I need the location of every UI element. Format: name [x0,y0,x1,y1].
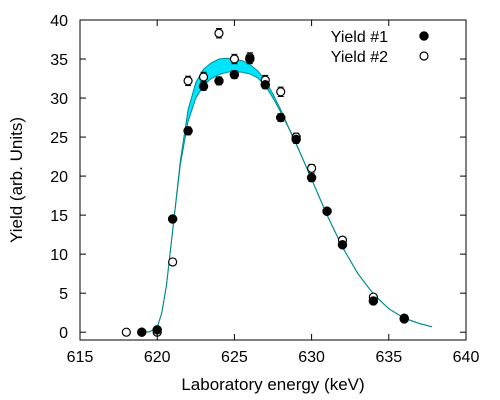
y-tick-label: 40 [50,13,68,30]
fit-band-upper-edge [141,57,433,333]
point-yield-1 [183,126,193,136]
point-yield-1 [229,69,240,80]
point-yield-1 [306,172,317,183]
axis-ticks: 615 620 625 630 635 640 0 5 10 15 20 25 30 35 40 [50,13,479,366]
point-yield-2 [307,163,317,173]
point-yield-2 [183,76,193,86]
y-tick-label: 20 [50,169,68,186]
y-tick-label: 10 [50,247,68,264]
y-tick-label: 0 [59,325,68,342]
legend-marker-yield-1 [419,31,429,41]
point-yield-1 [368,296,379,306]
y-tick-label: 5 [59,286,68,303]
x-tick-label: 635 [375,349,402,366]
fit-band-area [141,58,433,333]
point-yield-2 [229,54,239,64]
y-tick-label: 35 [50,52,68,69]
legend-marker-yield-2 [419,51,429,61]
y-tick-label: 25 [50,130,68,147]
x-axis-label: Laboratory energy (keV) [181,375,364,394]
y-axis-label: Yield (arb. Units) [7,117,26,243]
plot-frame [79,19,467,341]
legend-label-yield-2: Yield #2 [331,49,388,66]
point-yield-1 [291,134,301,145]
x-tick-label: 615 [67,349,94,366]
point-yield-2 [198,72,209,82]
x-tick-label: 620 [144,349,171,366]
point-yield-2 [214,28,224,38]
point-yield-1 [245,54,255,64]
point-yield-1 [260,80,271,90]
legend-label-yield-1: Yield #1 [331,29,388,46]
x-tick-label: 625 [221,349,248,366]
x-tick-label: 630 [298,349,325,366]
fit-band [141,57,433,333]
fit-band-lower-edge [141,71,433,333]
point-yield-1 [152,325,162,335]
point-yield-2 [121,327,131,337]
point-yield-1 [167,214,178,224]
data-points [121,28,409,337]
point-yield-1 [214,76,224,86]
point-yield-1 [399,314,409,324]
point-yield-1 [337,240,348,250]
point-yield-1 [275,112,286,123]
x-tick-label: 640 [453,349,480,366]
legend: Yield #1 Yield #2 [331,29,429,66]
point-yield-2 [168,257,178,267]
point-yield-1 [137,327,147,337]
y-tick-label: 30 [50,91,68,108]
point-yield-1 [322,206,332,216]
y-tick-label: 15 [50,208,68,225]
point-yield-1 [198,81,209,92]
point-yield-2 [276,87,286,97]
